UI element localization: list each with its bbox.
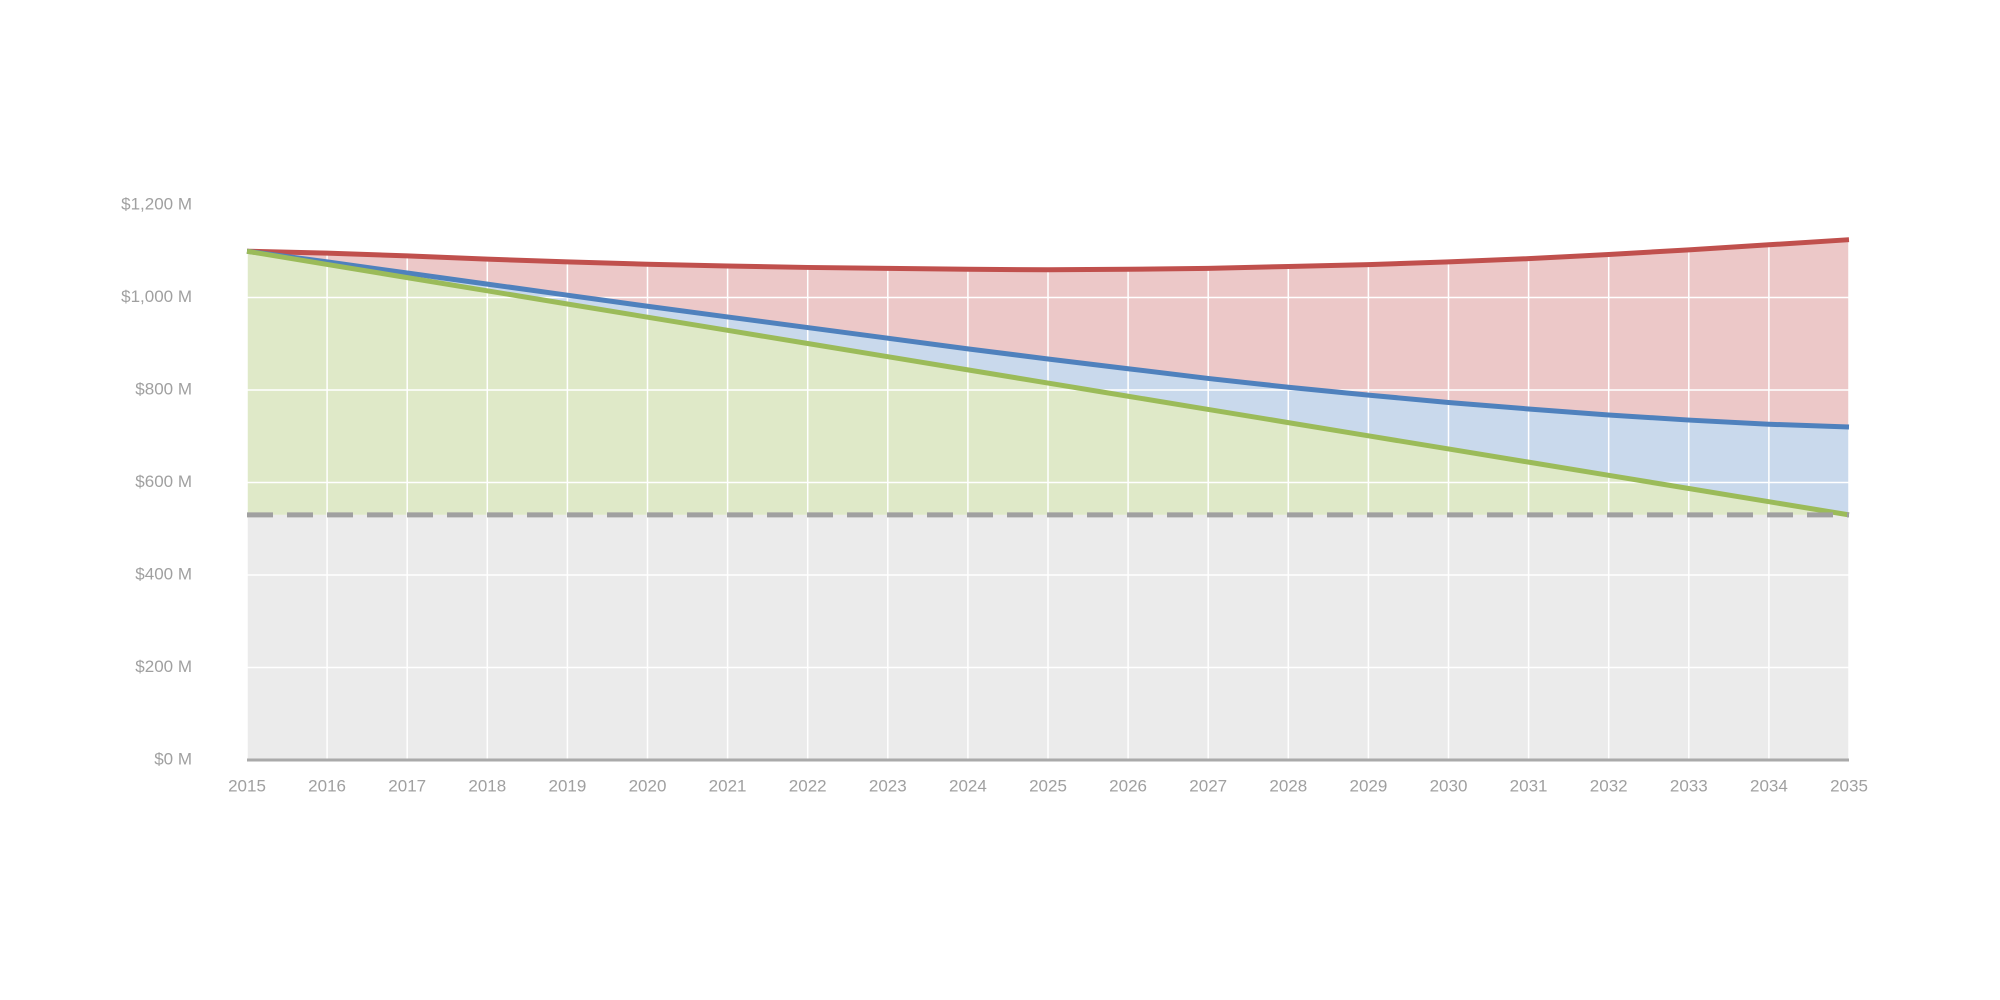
x-tick-label: 2023 [869, 776, 907, 795]
y-tick-label: $400 M [135, 564, 192, 583]
x-tick-label: 2018 [468, 776, 506, 795]
series-line [246, 237, 1850, 273]
y-tick-label: $0 M [154, 749, 192, 768]
x-tick-label: 2028 [1269, 776, 1307, 795]
x-tick-label: 2024 [949, 776, 987, 795]
x-tick-label: 2033 [1670, 776, 1708, 795]
x-tick-label: 2017 [388, 776, 426, 795]
x-tick-label: 2035 [1830, 776, 1868, 795]
x-tick-label: 2025 [1029, 776, 1067, 795]
y-tick-label: $1,200 M [121, 194, 192, 213]
x-tick-label: 2032 [1590, 776, 1628, 795]
x-tick-label: 2022 [789, 776, 827, 795]
x-tick-label: 2021 [709, 776, 747, 795]
x-tick-label: 2015 [228, 776, 266, 795]
x-tick-label: 2027 [1189, 776, 1227, 795]
x-tick-label: 2020 [629, 776, 667, 795]
y-tick-label: $800 M [135, 379, 192, 398]
x-tick-label: 2034 [1750, 776, 1788, 795]
y-tick-label: $1,000 M [121, 287, 192, 306]
series-line [246, 248, 1850, 518]
x-tick-label: 2031 [1510, 776, 1548, 795]
x-tick-label: 2030 [1430, 776, 1468, 795]
x-tick-label: 2026 [1109, 776, 1147, 795]
x-tick-label: 2029 [1349, 776, 1387, 795]
x-tick-label: 2019 [548, 776, 586, 795]
series-line [246, 248, 1850, 430]
x-tick-label: 2016 [308, 776, 346, 795]
y-tick-label: $200 M [135, 657, 192, 676]
y-tick-label: $600 M [135, 472, 192, 491]
